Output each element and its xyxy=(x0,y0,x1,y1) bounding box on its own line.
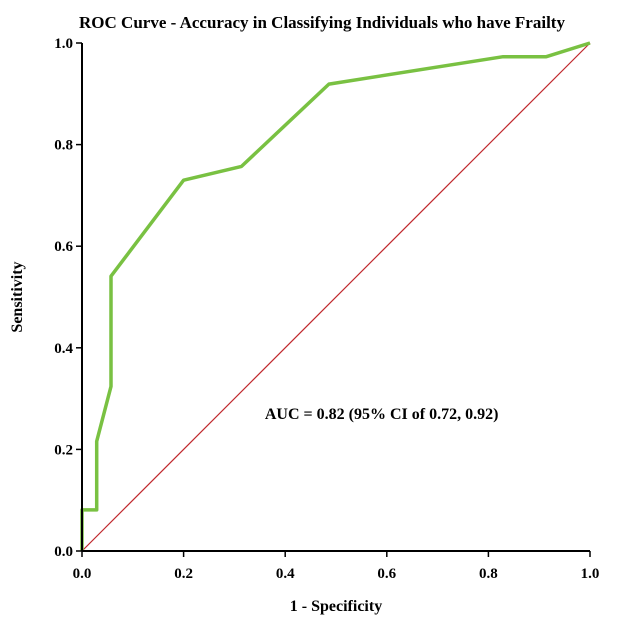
x-axis-ticks: 0.0 0.2 0.4 0.6 0.8 1.0 xyxy=(73,551,600,582)
reference-diagonal-line xyxy=(81,42,591,552)
x-tick-label: 0.0 xyxy=(73,566,92,582)
x-axis-label: 1 - Specificity xyxy=(290,598,382,615)
plot-area xyxy=(80,41,591,552)
y-tick-label: 0.4 xyxy=(54,341,73,357)
y-axis-label: Sensitivity xyxy=(9,261,26,332)
y-tick-label: 1.0 xyxy=(54,36,73,52)
y-tick-label: 0.6 xyxy=(54,239,73,255)
y-axis-ticks: 0.0 0.2 0.4 0.6 0.8 1.0 xyxy=(54,36,82,560)
y-tick-label: 0.2 xyxy=(54,442,73,458)
chart-title: ROC Curve - Accuracy in Classifying Indi… xyxy=(79,13,565,32)
y-tick-label: 0.8 xyxy=(54,138,73,154)
x-tick-label: 1.0 xyxy=(581,566,600,582)
auc-annotation: AUC = 0.82 (95% CI of 0.72, 0.92) xyxy=(265,406,499,423)
y-tick-label: 0.0 xyxy=(54,544,73,560)
x-tick-label: 0.4 xyxy=(276,566,295,582)
roc-curve-line xyxy=(80,41,591,551)
x-tick-label: 0.6 xyxy=(377,566,396,582)
x-tick-label: 0.8 xyxy=(479,566,498,582)
x-tick-label: 0.2 xyxy=(174,566,193,582)
